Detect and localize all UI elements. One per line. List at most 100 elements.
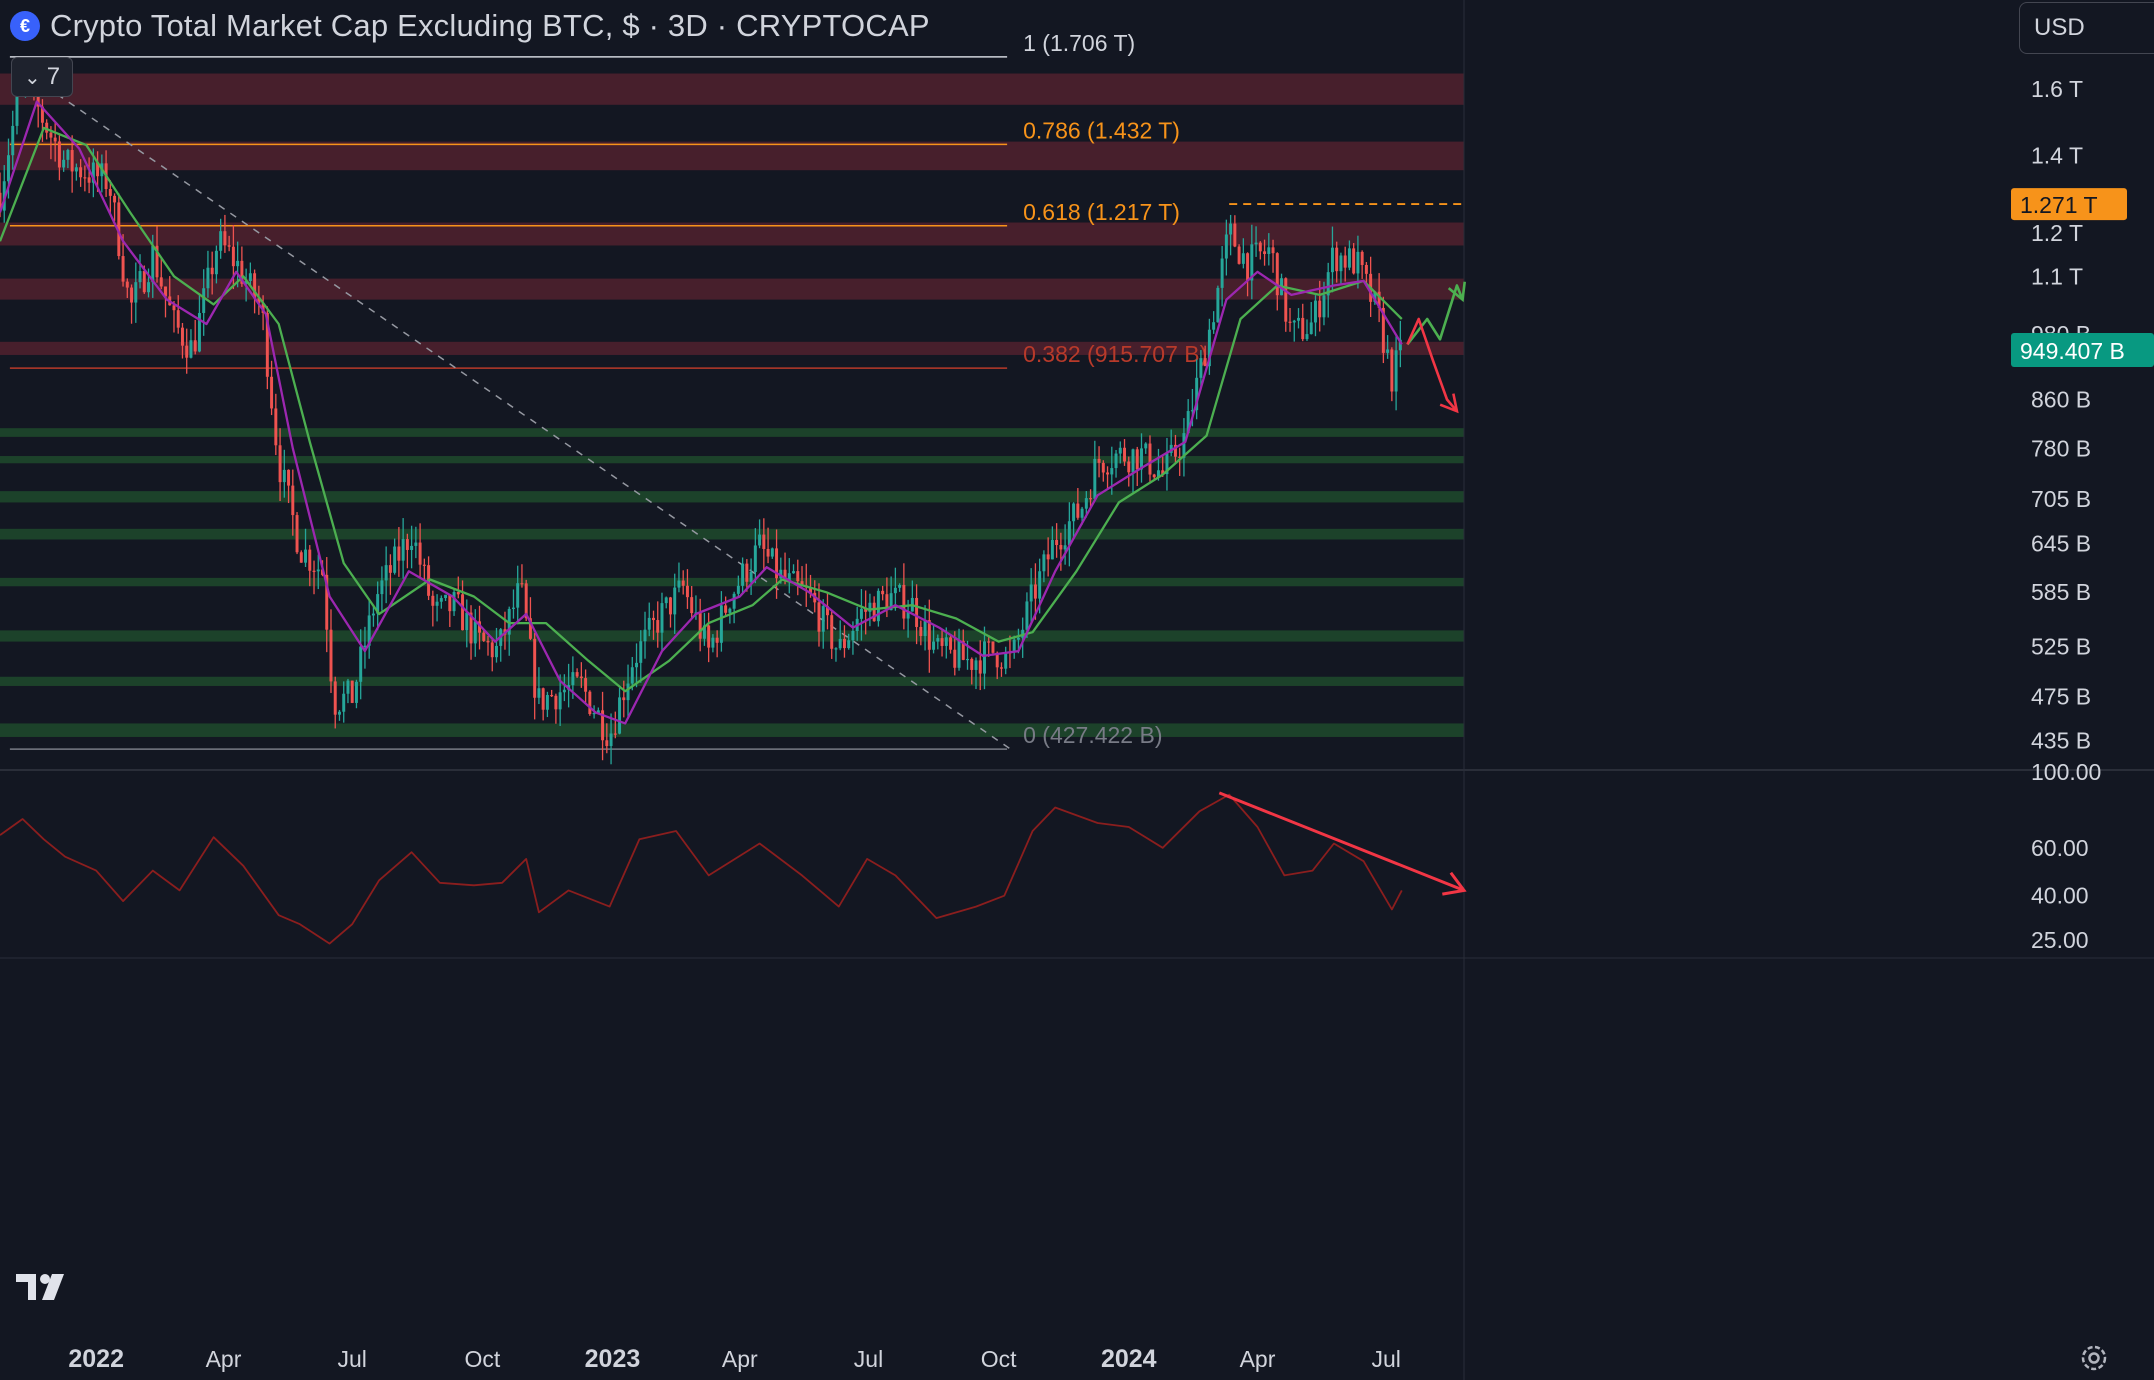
candle-body (1339, 255, 1343, 272)
candle-body (571, 672, 575, 686)
candle-body (1038, 571, 1042, 599)
price-tick-label: 1.4 T (2031, 143, 2083, 169)
resistance-zone (0, 278, 1464, 300)
candle-body (643, 629, 647, 642)
candle-body (393, 546, 397, 573)
candle-body (325, 574, 329, 630)
candle-body (1377, 291, 1381, 308)
candle-body (1161, 470, 1165, 475)
candle-body (1016, 637, 1020, 640)
candle-body (719, 605, 723, 643)
candle-body (329, 629, 333, 682)
candle-body (707, 625, 711, 648)
candle-body (1373, 291, 1377, 302)
candle-body (609, 733, 613, 747)
candle-body (87, 177, 91, 183)
candle-body (227, 245, 231, 247)
fib-level-label: 0.786 (1.432 T) (1023, 117, 1180, 143)
candle-body (456, 592, 460, 595)
candle-body (685, 585, 689, 598)
candle-body (312, 570, 316, 572)
candle-body (490, 642, 494, 658)
candle-body (308, 549, 312, 571)
candle-body (1072, 503, 1076, 522)
cryptocap-logo-icon: € (10, 11, 40, 41)
candle-body (660, 603, 664, 633)
candle-body (1258, 242, 1262, 252)
candle-body (444, 594, 448, 599)
candle-body (147, 282, 151, 293)
candle-body (681, 580, 685, 586)
high-price-label: 1.271 T (2020, 192, 2098, 218)
candle-body (652, 617, 655, 621)
candle-body (1186, 411, 1190, 434)
candle-body (978, 660, 982, 674)
bearish-projection-arrow (1406, 317, 1458, 413)
candle-body (927, 620, 931, 650)
fib-level-label: 0 (427.422 B) (1023, 722, 1162, 748)
candle-body (779, 569, 783, 579)
candle-body (371, 613, 375, 616)
resistance-zone (0, 341, 1464, 355)
candle-body (117, 202, 121, 257)
candle-body (541, 688, 545, 710)
candle-body (197, 313, 201, 352)
candle-body (622, 697, 626, 701)
projection-layer (1406, 281, 1467, 414)
candle-body (410, 545, 414, 550)
candle-body (1292, 320, 1296, 323)
candle-body (142, 271, 146, 293)
candle-body (770, 548, 774, 557)
support-zone (0, 428, 1464, 437)
candle-body (800, 581, 804, 586)
candle-body (431, 595, 435, 606)
candle-body (579, 676, 583, 679)
candle-body (745, 563, 749, 582)
support-zone (0, 528, 1464, 540)
candle-body (469, 612, 473, 644)
price-tick-label: 1.2 T (2031, 220, 2083, 246)
candle-body (787, 573, 791, 581)
candle-body (957, 640, 961, 668)
candle-body (202, 288, 206, 314)
price-tick-label: 1.6 T (2031, 76, 2083, 102)
candle-body (1394, 350, 1398, 392)
time-tick-label: Oct (464, 1346, 500, 1372)
candle-body (7, 155, 10, 182)
resistance-zone (0, 222, 1464, 246)
candle-body (868, 602, 872, 612)
candle-body (906, 611, 910, 619)
settings-gear-icon[interactable] (2077, 1341, 2111, 1375)
support-zone (0, 456, 1464, 464)
candle-body (889, 593, 893, 611)
candle-body (949, 637, 953, 650)
candle-body (62, 159, 66, 168)
current-price-badge (2011, 332, 2154, 367)
candle-body (575, 672, 579, 677)
candle-body (465, 612, 469, 631)
support-zone (0, 630, 1464, 642)
bearish-projection-arrow-head (1439, 393, 1459, 414)
candle-body (584, 678, 588, 692)
candle-body (1195, 377, 1199, 411)
candle-body (189, 340, 193, 358)
candle-body (647, 617, 651, 630)
candle-body (613, 733, 617, 735)
candle-body (1135, 449, 1139, 470)
candle-body (605, 740, 609, 747)
candle-body (796, 571, 800, 582)
candle-body (185, 345, 189, 358)
ema-slow-line (0, 126, 1403, 693)
candle-body (15, 94, 19, 126)
candle-body (66, 150, 70, 160)
symbol-title[interactable]: Crypto Total Market Cap Excluding BTC, $… (50, 8, 930, 43)
candle-body (919, 626, 923, 637)
candle-body (1347, 248, 1351, 268)
rsi-divergence-arrowhead (1442, 871, 1467, 896)
candle-body (601, 710, 605, 741)
indicators-toggle-button[interactable]: ⌄ 7 (11, 57, 73, 97)
currency-selector[interactable]: USD (2019, 2, 2154, 54)
candle-body (749, 571, 753, 582)
